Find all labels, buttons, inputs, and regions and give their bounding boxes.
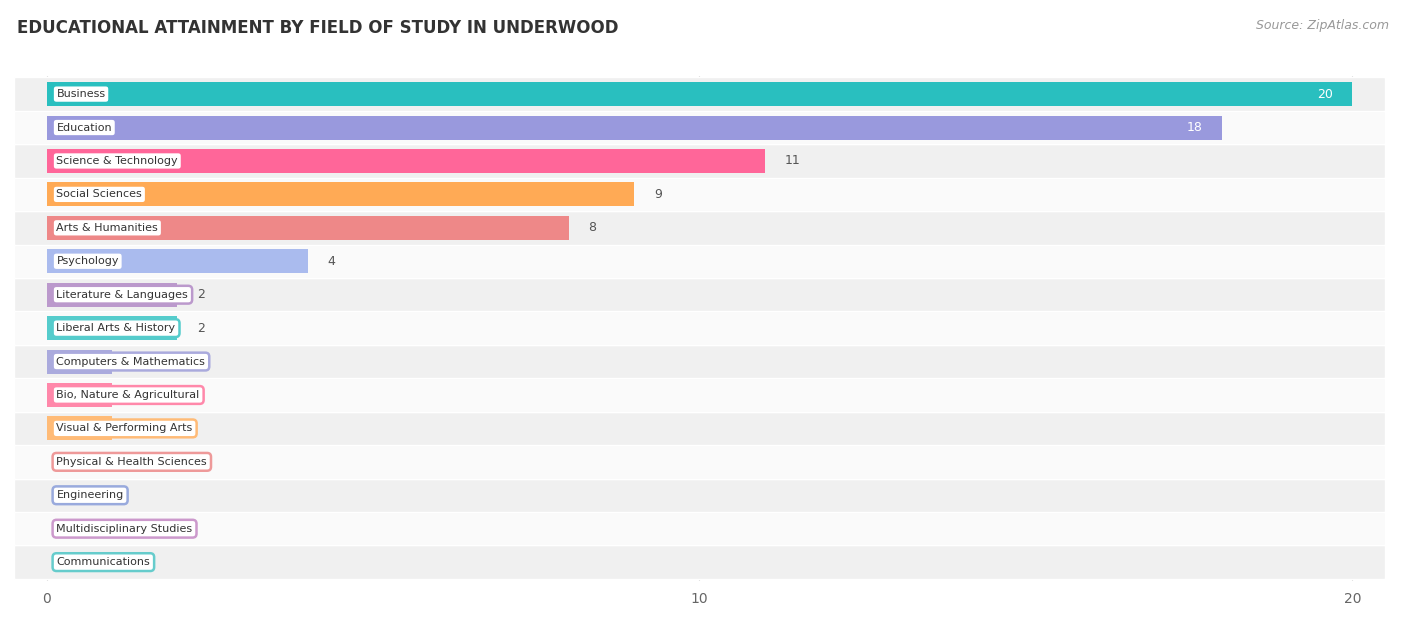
Bar (46, 316, 177, 340)
Bar (46, 82, 1353, 106)
Bar (46, 149, 765, 173)
Text: Literature & Languages: Literature & Languages (56, 290, 188, 300)
Bar (46, 249, 308, 273)
Bar (46, 350, 112, 374)
Text: Social Sciences: Social Sciences (56, 189, 142, 199)
Bar (46, 383, 112, 407)
Text: 20: 20 (1317, 88, 1333, 100)
Text: Liberal Arts & History: Liberal Arts & History (56, 323, 176, 333)
Text: Business: Business (56, 89, 105, 99)
Text: 0: 0 (66, 556, 75, 569)
Text: 9: 9 (654, 188, 662, 201)
Bar (14, 278, 1385, 312)
Bar (14, 245, 1385, 278)
Text: Computers & Mathematics: Computers & Mathematics (56, 357, 205, 367)
Text: 11: 11 (785, 155, 800, 167)
Bar (46, 182, 634, 206)
Bar (46, 216, 569, 240)
Text: 1: 1 (132, 389, 139, 401)
Bar (14, 545, 1385, 579)
Text: 1: 1 (132, 422, 139, 435)
Bar (14, 78, 1385, 111)
Text: 0: 0 (66, 456, 75, 468)
Bar (14, 411, 1385, 445)
Text: 1: 1 (132, 355, 139, 368)
Bar (14, 312, 1385, 345)
Bar (14, 378, 1385, 411)
Bar (46, 416, 112, 440)
Text: Bio, Nature & Agricultural: Bio, Nature & Agricultural (56, 390, 200, 400)
Text: Communications: Communications (56, 557, 150, 567)
Bar (14, 512, 1385, 545)
Bar (14, 144, 1385, 178)
Text: Physical & Health Sciences: Physical & Health Sciences (56, 457, 207, 467)
Text: 18: 18 (1187, 121, 1202, 134)
Text: Arts & Humanities: Arts & Humanities (56, 223, 159, 233)
Bar (14, 111, 1385, 144)
Bar (14, 445, 1385, 478)
Text: Psychology: Psychology (56, 256, 120, 266)
Bar (14, 478, 1385, 512)
Text: Visual & Performing Arts: Visual & Performing Arts (56, 423, 193, 433)
Bar (14, 178, 1385, 211)
Text: 0: 0 (66, 522, 75, 535)
Text: Source: ZipAtlas.com: Source: ZipAtlas.com (1256, 19, 1389, 32)
Text: Multidisciplinary Studies: Multidisciplinary Studies (56, 524, 193, 534)
Text: 0: 0 (66, 489, 75, 502)
Text: Engineering: Engineering (56, 490, 124, 500)
Bar (14, 345, 1385, 378)
Text: 2: 2 (197, 288, 205, 301)
Text: Science & Technology: Science & Technology (56, 156, 179, 166)
Bar (46, 283, 177, 307)
Text: EDUCATIONAL ATTAINMENT BY FIELD OF STUDY IN UNDERWOOD: EDUCATIONAL ATTAINMENT BY FIELD OF STUDY… (17, 19, 619, 37)
Text: 4: 4 (328, 255, 335, 268)
Text: 2: 2 (197, 322, 205, 334)
Bar (46, 115, 1222, 139)
Bar (14, 211, 1385, 245)
Text: Education: Education (56, 122, 112, 133)
Text: 8: 8 (589, 221, 596, 234)
